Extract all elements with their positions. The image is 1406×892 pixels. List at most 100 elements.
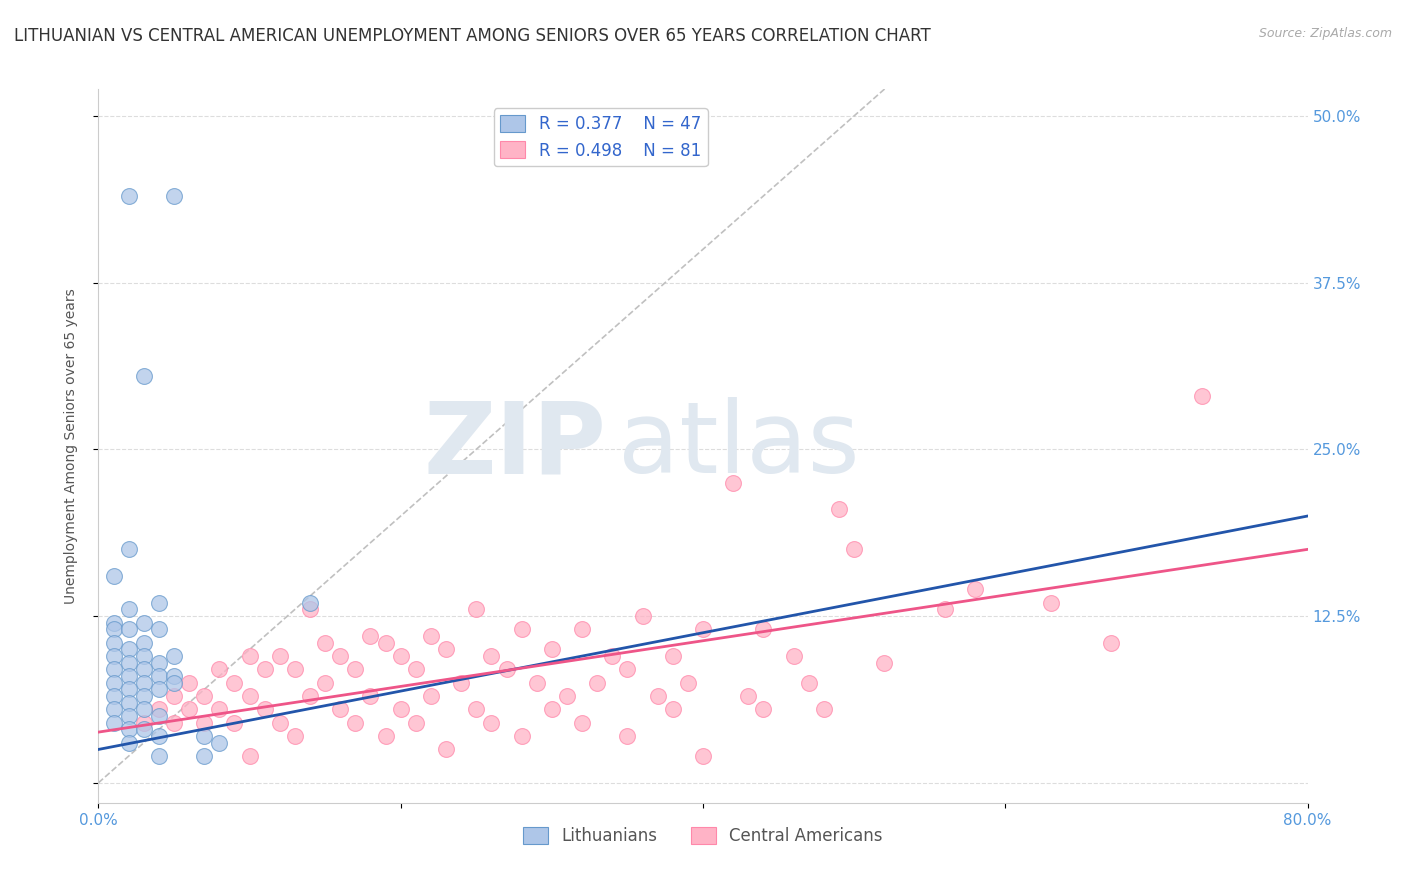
Point (163, 669, 186, 683)
Point (299, 602, 322, 616)
Point (193, 689, 215, 703)
Point (571, 623, 593, 637)
Point (299, 596, 322, 610)
Point (965, 582, 987, 597)
Point (148, 702, 170, 716)
Point (179, 702, 201, 716)
Point (118, 623, 141, 637)
Point (797, 675, 820, 690)
Point (465, 602, 488, 616)
Point (934, 602, 956, 616)
Point (118, 189, 141, 203)
Point (103, 649, 125, 664)
Point (481, 715, 503, 730)
Point (148, 682, 170, 697)
Point (374, 636, 396, 650)
Point (163, 675, 186, 690)
Point (374, 729, 396, 743)
Point (434, 642, 457, 657)
Point (571, 715, 593, 730)
Point (360, 629, 382, 643)
Text: LITHUANIAN VS CENTRAL AMERICAN UNEMPLOYMENT AMONG SENIORS OVER 65 YEARS CORRELAT: LITHUANIAN VS CENTRAL AMERICAN UNEMPLOYM… (14, 27, 931, 45)
Point (269, 649, 291, 664)
Point (118, 723, 141, 737)
Point (224, 675, 246, 690)
Point (148, 729, 170, 743)
Legend: Lithuanians, Central Americans: Lithuanians, Central Americans (516, 820, 890, 852)
Point (329, 702, 352, 716)
Point (148, 709, 170, 723)
Point (118, 642, 141, 657)
Point (103, 569, 125, 583)
Point (647, 689, 669, 703)
Point (132, 649, 155, 664)
Point (752, 702, 775, 716)
Point (132, 715, 155, 730)
Point (752, 623, 775, 637)
Point (103, 636, 125, 650)
Point (813, 702, 835, 716)
Point (661, 702, 683, 716)
Point (148, 749, 170, 764)
Point (132, 615, 155, 630)
Point (118, 602, 141, 616)
Point (132, 662, 155, 676)
Point (132, 368, 155, 383)
Point (405, 715, 427, 730)
Point (118, 709, 141, 723)
Point (314, 675, 336, 690)
Point (1039, 596, 1062, 610)
Point (224, 715, 246, 730)
Point (284, 662, 307, 676)
Point (676, 675, 699, 690)
Point (163, 715, 186, 730)
Point (132, 689, 155, 703)
Point (132, 702, 155, 716)
Point (661, 649, 683, 664)
Point (602, 649, 624, 664)
Point (163, 189, 186, 203)
Point (510, 729, 533, 743)
Point (253, 662, 276, 676)
Point (132, 636, 155, 650)
Point (540, 642, 562, 657)
Point (1191, 389, 1213, 403)
Point (163, 649, 186, 664)
Point (163, 689, 186, 703)
Point (344, 715, 367, 730)
Point (692, 749, 714, 764)
Text: atlas: atlas (619, 398, 860, 494)
Point (193, 715, 215, 730)
Point (103, 623, 125, 637)
Point (239, 689, 262, 703)
Point (737, 689, 759, 703)
Point (540, 702, 562, 716)
Point (118, 682, 141, 697)
Point (299, 689, 322, 703)
Point (434, 742, 457, 756)
Point (828, 502, 851, 516)
Point (586, 675, 609, 690)
Point (253, 702, 276, 716)
Point (692, 623, 714, 637)
Point (103, 689, 125, 703)
Point (329, 649, 352, 664)
Point (132, 675, 155, 690)
Point (118, 542, 141, 557)
Point (616, 662, 638, 676)
Point (239, 649, 262, 664)
Point (389, 702, 412, 716)
Point (360, 689, 382, 703)
Point (314, 636, 336, 650)
Point (873, 656, 896, 670)
Point (1099, 636, 1122, 650)
Point (103, 702, 125, 716)
Point (389, 649, 412, 664)
Point (631, 609, 654, 624)
Point (148, 596, 170, 610)
Point (616, 729, 638, 743)
Point (405, 662, 427, 676)
Point (193, 749, 215, 764)
Point (132, 723, 155, 737)
Point (239, 749, 262, 764)
